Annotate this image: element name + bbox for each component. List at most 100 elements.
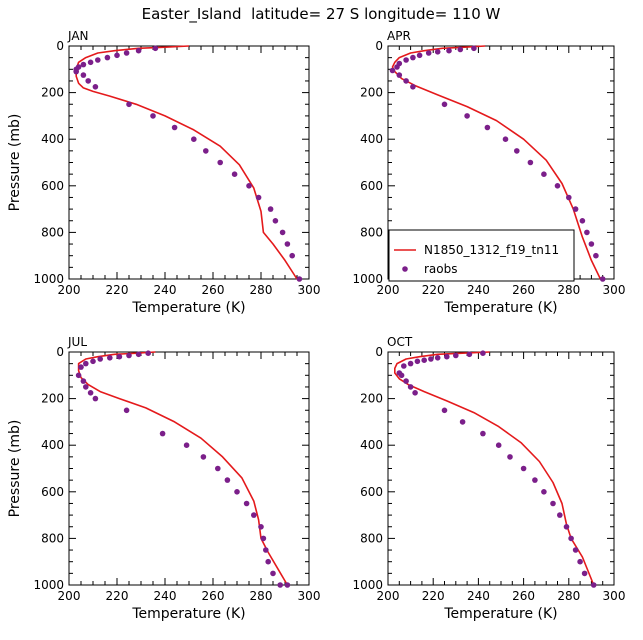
y-tick-label: 800 xyxy=(360,531,383,545)
plot-frame xyxy=(387,351,615,586)
raobs-point xyxy=(568,535,574,542)
raobs-point xyxy=(554,183,561,189)
raobs-point xyxy=(572,206,579,212)
raobs-point xyxy=(217,159,223,166)
raobs-point xyxy=(464,113,470,119)
raobs-point xyxy=(251,512,257,518)
raobs-point xyxy=(267,206,274,212)
x-tick-label: 300 xyxy=(298,283,321,297)
y-tick-label: 600 xyxy=(360,179,383,193)
x-axis-label: Temperature (K) xyxy=(131,300,245,316)
panel-label: JUL xyxy=(67,335,87,349)
x-tick-label: 260 xyxy=(512,589,535,603)
raobs-point xyxy=(407,384,414,390)
y-tick-label: 200 xyxy=(360,392,383,406)
legend-dot-sample xyxy=(402,266,408,272)
y-tick-label: 0 xyxy=(56,345,64,359)
raobs-point xyxy=(527,159,534,166)
raobs-point xyxy=(191,136,197,142)
raobs-point xyxy=(416,52,423,59)
raobs-point xyxy=(428,356,434,362)
raobs-point xyxy=(200,454,207,460)
raobs-point xyxy=(152,45,159,52)
raobs-point xyxy=(203,148,209,154)
raobs-point xyxy=(95,57,101,63)
y-tick-label: 1000 xyxy=(352,272,383,286)
legend: N1850_1312_f19_tn11 raobs xyxy=(388,229,575,282)
raobs-point xyxy=(403,57,409,63)
y-tick-label: 200 xyxy=(360,86,383,100)
raobs-point xyxy=(557,512,563,518)
raobs-point xyxy=(566,194,572,201)
chart-panel-apr: 200 220 240 260 280 300 0 200 400 600 800 1000 Tempe… xyxy=(352,29,625,316)
raobs-point xyxy=(410,54,416,61)
x-tick-label: 200 xyxy=(377,589,400,603)
raobs-point xyxy=(563,524,570,530)
raobs-point xyxy=(441,407,448,414)
raobs-point xyxy=(514,148,520,154)
raobs-point xyxy=(90,358,96,365)
x-tick-label: 280 xyxy=(250,589,273,603)
raobs-point xyxy=(243,500,250,507)
raobs-point xyxy=(80,61,87,68)
legend-line-label: N1850_1312_f19_tn11 xyxy=(424,243,559,257)
x-tick-label: 300 xyxy=(603,589,626,603)
raobs-point xyxy=(215,465,221,472)
x-tick-label: 300 xyxy=(603,283,626,297)
y-tick-label: 0 xyxy=(375,345,383,359)
y-tick-label: 1000 xyxy=(33,578,64,592)
raobs-point xyxy=(284,582,291,588)
raobs-point xyxy=(584,229,590,236)
raobs-point xyxy=(150,113,156,119)
raobs-point xyxy=(572,547,579,553)
raobs-point xyxy=(520,465,527,472)
x-tick-label: 200 xyxy=(377,283,400,297)
raobs-point xyxy=(579,218,586,224)
raobs-point xyxy=(484,124,491,131)
raobs-point xyxy=(577,558,583,565)
raobs-point xyxy=(593,252,599,259)
y-tick-label: 400 xyxy=(41,438,64,452)
y-tick-label: 200 xyxy=(41,86,64,100)
x-tick-label: 280 xyxy=(557,283,580,297)
raobs-point xyxy=(73,68,79,75)
raobs-point xyxy=(255,194,262,201)
raobs-point xyxy=(480,350,486,357)
raobs-point xyxy=(279,229,286,236)
raobs-point xyxy=(532,477,538,483)
raobs-point xyxy=(588,241,595,247)
raobs-point xyxy=(135,351,142,358)
raobs-point xyxy=(541,171,547,177)
raobs-point xyxy=(407,360,414,367)
x-tick-label: 300 xyxy=(298,589,321,603)
raobs-point xyxy=(116,353,123,360)
y-tick-label: 600 xyxy=(41,179,64,193)
raobs-point xyxy=(92,84,99,90)
y-tick-label: 1000 xyxy=(33,272,64,286)
raobs-point xyxy=(425,50,432,56)
raobs-point xyxy=(434,355,441,361)
raobs-point xyxy=(263,547,269,553)
y-tick-label: 400 xyxy=(360,438,383,452)
raobs-point xyxy=(159,430,166,437)
y-tick-label: 0 xyxy=(375,39,383,53)
model-profile-line xyxy=(393,351,595,586)
y-tick-label: 600 xyxy=(41,485,64,499)
x-tick-label: 220 xyxy=(106,589,129,603)
raobs-point xyxy=(446,47,452,54)
raobs-point xyxy=(265,558,272,565)
x-tick-label: 200 xyxy=(58,589,81,603)
x-tick-label: 240 xyxy=(154,283,177,297)
raobs-point xyxy=(444,353,450,360)
raobs-point xyxy=(224,477,231,483)
raobs-point xyxy=(457,46,464,53)
raobs-point xyxy=(126,101,132,108)
y-tick-label: 1000 xyxy=(352,578,383,592)
chart-panel-jan: 200 220 240 260 280 300 0 200 400 600 800 1000 Tempe… xyxy=(7,29,320,316)
model-profile-line xyxy=(75,45,298,280)
y-tick-label: 600 xyxy=(360,485,383,499)
raobs-point xyxy=(403,378,409,384)
raobs-point xyxy=(396,72,403,78)
y-tick-label: 400 xyxy=(360,132,383,146)
x-tick-label: 260 xyxy=(512,283,535,297)
